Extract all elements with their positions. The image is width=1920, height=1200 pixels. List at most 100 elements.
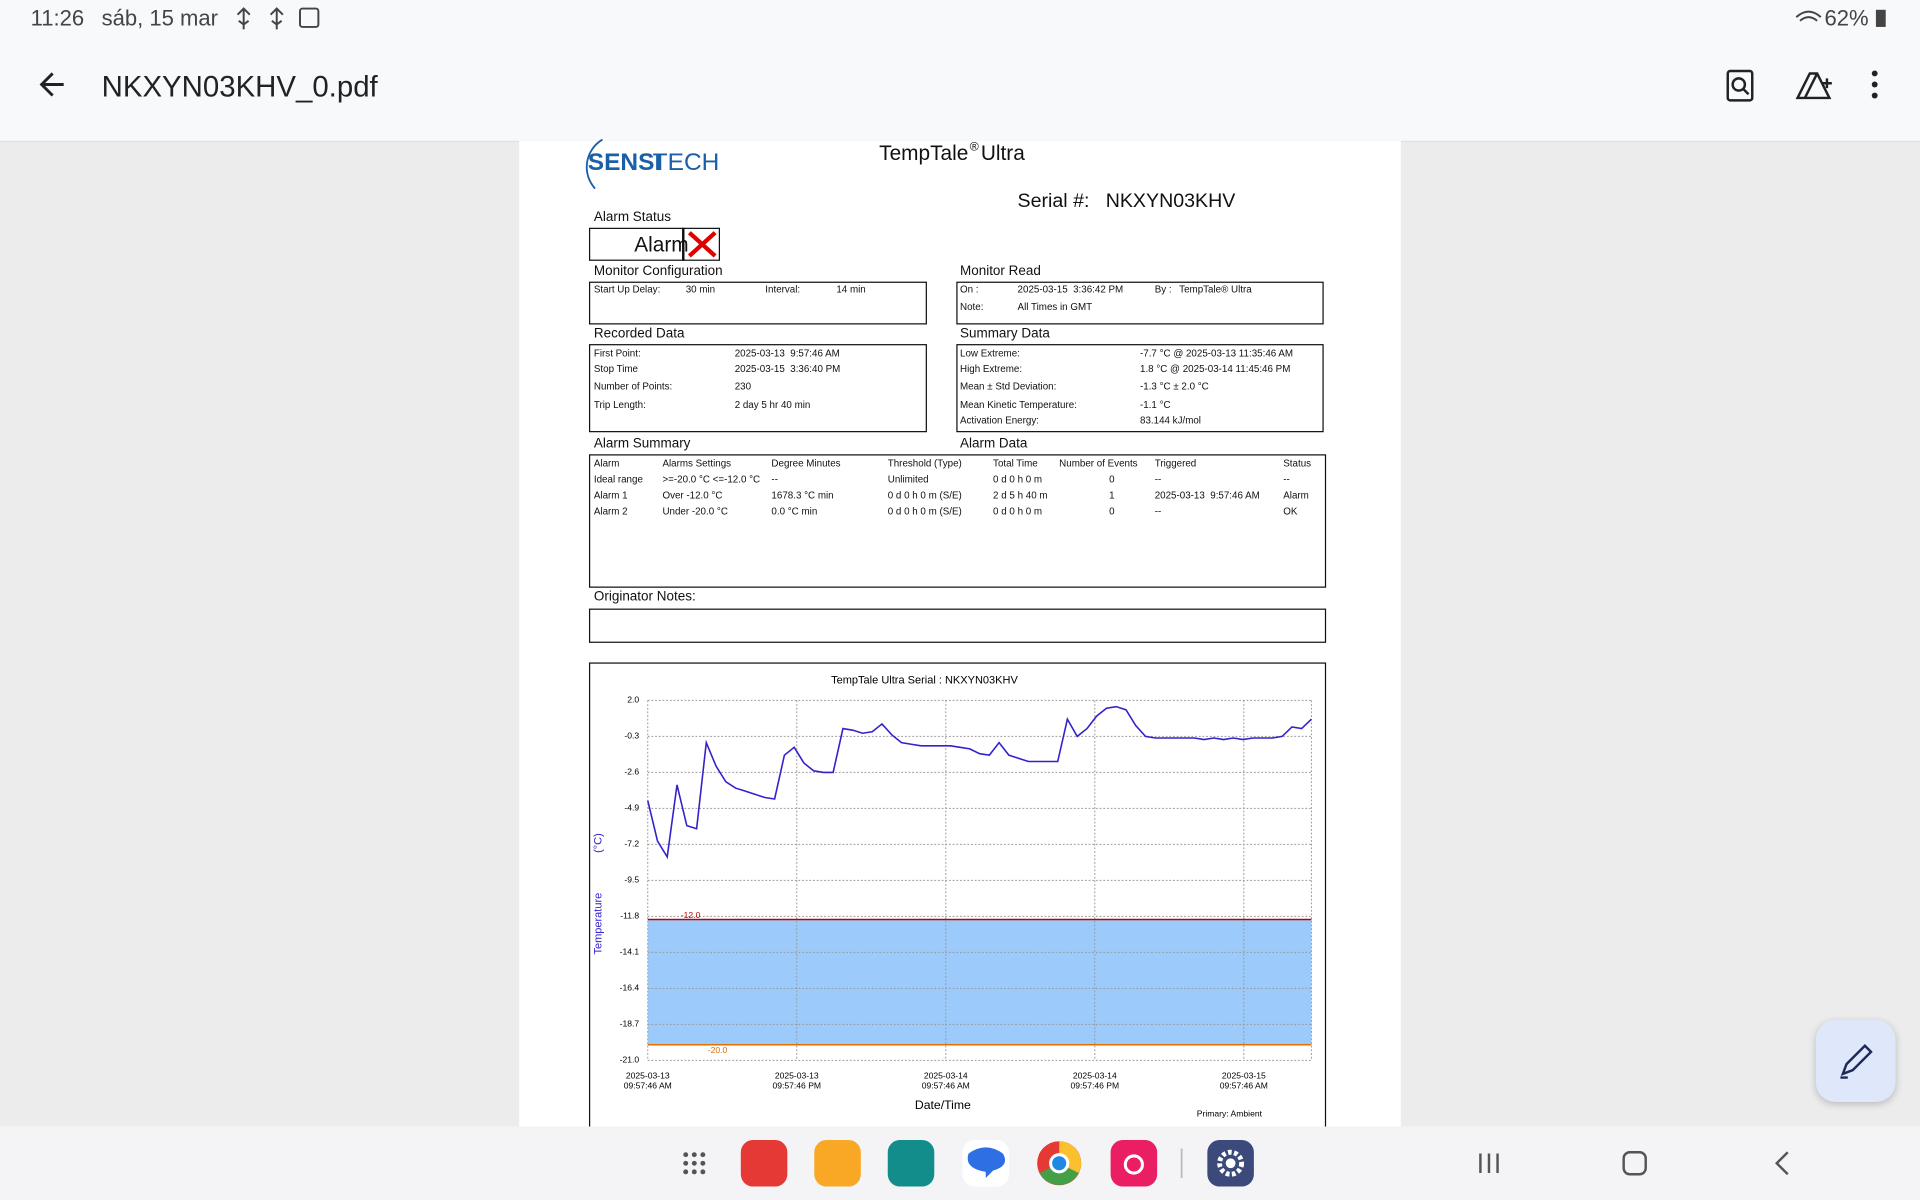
product-name: TempTale	[879, 141, 969, 165]
app-bar	[0, 0, 1920, 143]
dock	[683, 1140, 1789, 1187]
y-tick-label: -9.5	[624, 875, 639, 885]
recents-button[interactable]	[1479, 1153, 1499, 1174]
field: 83.144 kJ/mol	[1140, 415, 1201, 427]
y-tick-label: -14.1	[620, 947, 640, 957]
table-cell: 0.0 °C min	[771, 505, 818, 517]
table-cell: Unlimited	[887, 473, 929, 485]
table-cell: --	[771, 473, 778, 485]
y-tick-label: -21.0	[620, 1055, 640, 1065]
calendar-icon[interactable]	[887, 1140, 935, 1187]
edit-fab[interactable]	[1815, 1020, 1896, 1103]
alarm-band	[647, 919, 1312, 1045]
field: -1.1 °C	[1140, 399, 1171, 411]
table-cell: --	[1154, 473, 1162, 485]
field: 2025-03-13 9:57:46 AM	[734, 347, 840, 359]
navigation-bar	[0, 1126, 1920, 1200]
table-header: Number of Events	[1059, 457, 1138, 469]
field: Mean Kinetic Temperature:	[960, 399, 1077, 411]
y-tick-label: -16.4	[620, 983, 640, 993]
field: Low Extreme:	[960, 347, 1020, 359]
section-box	[588, 344, 927, 433]
table-cell: 0	[1109, 505, 1115, 517]
table-cell: 0 d 0 h 0 m (S/E)	[887, 505, 962, 517]
y-tick-label: -7.2	[624, 839, 639, 849]
nav-back-button[interactable]	[1775, 1151, 1789, 1176]
x-tick-label: 2025-03-14	[1073, 1071, 1117, 1081]
field: Activation Energy:	[960, 415, 1039, 427]
toolbar-icons	[39, 7, 1886, 102]
field: 1.8 °C @ 2025-03-14 11:45:46 PM	[1140, 363, 1291, 375]
field: Mean ± Std Deviation:	[960, 380, 1057, 392]
y-tick-label: -0.3	[624, 731, 639, 741]
field: Number of Points:	[593, 380, 673, 392]
table-cell: 2025-03-13 9:57:46 AM	[1154, 489, 1260, 501]
camera-icon[interactable]	[1110, 1140, 1158, 1187]
field: All Times in GMT	[1017, 301, 1093, 313]
table-header: Alarms Settings	[662, 457, 732, 469]
table-header: Alarm	[593, 457, 620, 469]
table-header: Status	[1283, 457, 1312, 469]
temperature-line	[646, 705, 1312, 860]
logo: SENSI	[587, 149, 662, 177]
y-tick-label: -18.7	[620, 1019, 640, 1029]
field: By :	[1154, 284, 1172, 296]
menu-icon[interactable]	[1871, 70, 1878, 99]
back-button[interactable]	[39, 72, 64, 97]
product-mark: ®	[969, 140, 979, 155]
field: 30 min	[685, 284, 716, 296]
field: 14 min	[836, 284, 866, 296]
section-box	[588, 608, 1327, 643]
alarm-status: Alarm	[634, 233, 689, 257]
section-label: Alarm Data	[960, 436, 1028, 452]
section-box	[956, 344, 1324, 433]
field: Trip Length:	[593, 399, 646, 411]
divider	[682, 227, 684, 261]
home-button[interactable]	[1622, 1151, 1647, 1176]
field: 2 day 5 hr 40 min	[734, 399, 811, 411]
legend-entry: Primary: Ambient	[1197, 1109, 1263, 1119]
threshold-label: -12.0	[681, 910, 701, 920]
section-box	[588, 454, 1327, 588]
section-box	[956, 281, 1324, 325]
threshold-label: -20.0	[708, 1045, 728, 1055]
y-tick-label: -11.8	[620, 911, 639, 921]
status-date: sáb, 15 mar	[101, 6, 219, 31]
field: Start Up Delay:	[593, 284, 661, 296]
table-cell: Over -12.0 °C	[662, 489, 723, 501]
field: 2025-03-15 3:36:42 PM	[1017, 284, 1124, 296]
field: -1.3 °C ± 2.0 °C	[1140, 380, 1209, 392]
search-icon[interactable]	[1726, 69, 1754, 102]
app-icon[interactable]	[740, 1140, 788, 1187]
field: Interval:	[765, 284, 801, 296]
app-icon[interactable]	[814, 1140, 861, 1187]
alarm-status-box	[588, 227, 720, 261]
x-tick-label: 09:57:46 AM	[1220, 1080, 1268, 1090]
table-cell: 1	[1109, 489, 1115, 501]
file-title: NKXYN03KHV_0.pdf	[101, 71, 378, 105]
table-cell: Ideal range	[593, 473, 643, 485]
section-label: Alarm Status	[593, 210, 671, 225]
x-tick-label: 09:57:46 PM	[772, 1080, 821, 1090]
x-axis-label: Date/Time	[915, 1098, 971, 1112]
field: 2025-03-15 3:36:40 PM	[734, 363, 841, 375]
section-label: Originator Notes:	[593, 589, 696, 605]
section-label: Recorded Data	[593, 326, 685, 342]
apps-button[interactable]	[683, 1152, 706, 1175]
product-name: Ultra	[980, 141, 1025, 165]
table-cell: 0	[1109, 473, 1115, 485]
table-cell: Alarm 2	[593, 505, 628, 517]
field: Note:	[960, 301, 984, 313]
field: High Extreme:	[960, 363, 1023, 375]
table-cell: 1678.3 °C min	[771, 489, 834, 501]
x-tick-label: 2025-03-13	[626, 1071, 670, 1081]
drive-icon[interactable]	[1795, 72, 1832, 100]
table-cell: Under -20.0 °C	[662, 505, 728, 517]
y-axis-label: Temperature (°C)	[593, 833, 605, 954]
chart-title: TempTale Ultra Serial : NKXYN03KHV	[831, 675, 1018, 687]
table-cell: 0 d 0 h 0 m	[993, 473, 1043, 485]
table-cell: 0 d 0 h 0 m (S/E)	[887, 489, 962, 501]
table-header: Total Time	[993, 457, 1038, 469]
